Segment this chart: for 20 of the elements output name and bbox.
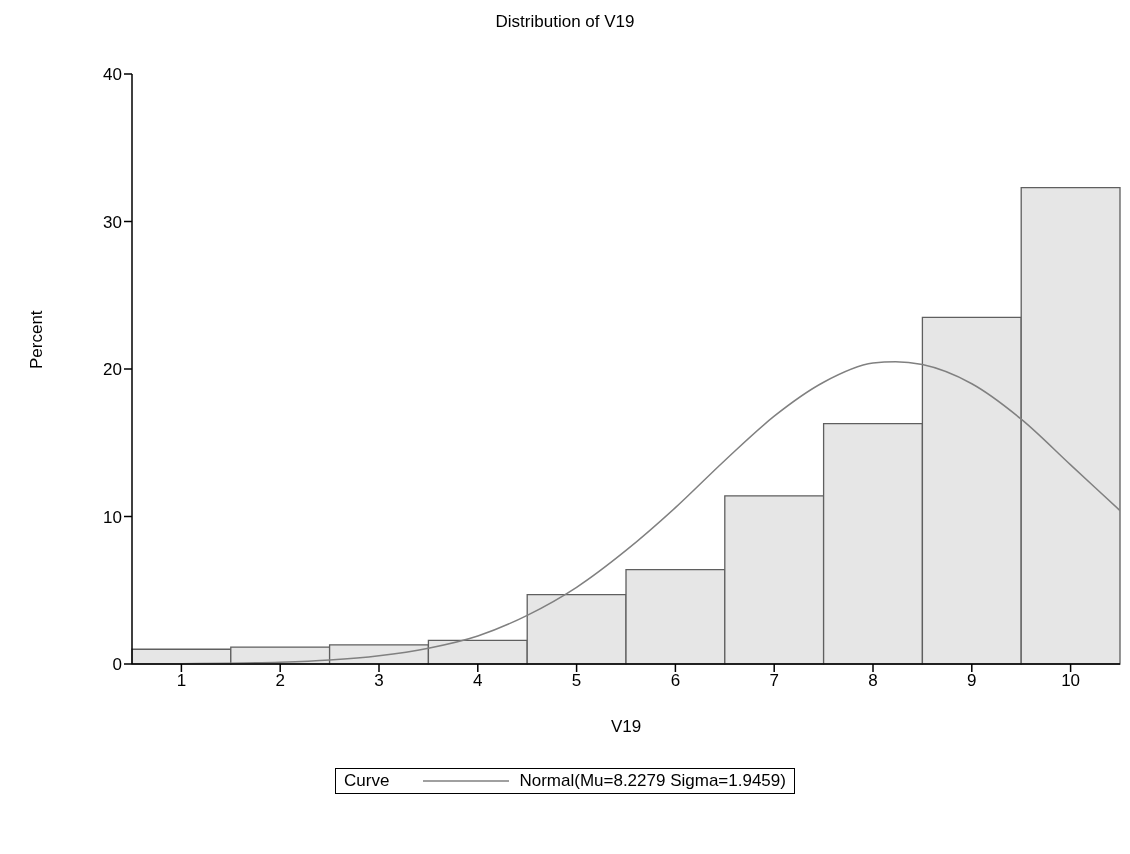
x-tick-label: 7 (769, 671, 779, 691)
x-tick-label: 10 (1061, 671, 1081, 691)
chart-title: Distribution of V19 (494, 11, 636, 33)
y-tick-label: 20 (103, 360, 122, 380)
y-tick-label: 40 (103, 65, 122, 85)
x-tick-label: 6 (670, 671, 681, 691)
text: Normal(Mu=8.2279 Sigma=1.9459) (519, 771, 786, 791)
x-tick-label: 4 (473, 671, 483, 691)
x-tick-label: 8 (868, 671, 878, 691)
y-tick-label: 30 (103, 212, 122, 232)
x-tick-label: 2 (275, 671, 285, 691)
y-axis-title: Percent (27, 310, 47, 369)
y-tick-label: 0 (112, 655, 122, 675)
x-axis-title: V19 (610, 717, 642, 736)
x-tick-label: 9 (967, 671, 977, 691)
legend-title: Curve (344, 771, 390, 791)
y-tick-label: 10 (103, 507, 122, 527)
x-tick-label: 5 (571, 671, 582, 691)
x-tick-label: 1 (176, 671, 187, 691)
x-tick-label: 3 (374, 671, 384, 691)
